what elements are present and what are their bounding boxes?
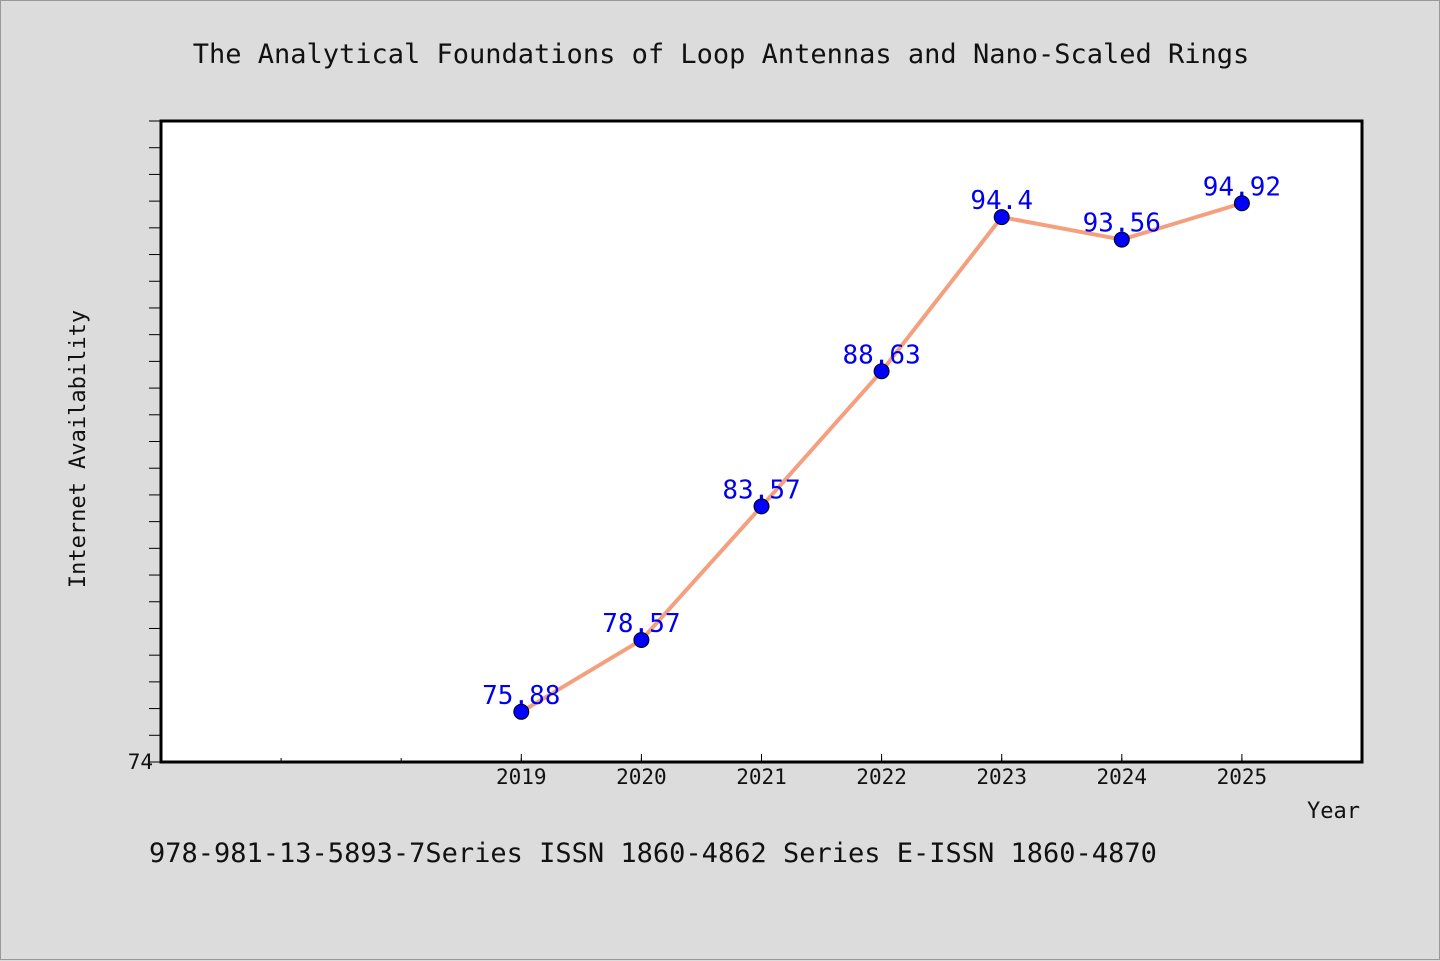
y-tick-label: 74: [128, 750, 153, 774]
data-label: 94.4: [970, 186, 1033, 216]
data-label: 88.63: [842, 340, 920, 370]
x-tick-label: 2019: [496, 765, 547, 789]
chart-title: The Analytical Foundations of Loop Anten…: [193, 39, 1250, 70]
data-label: 75.88: [482, 681, 560, 711]
x-tick-label: 2025: [1217, 765, 1268, 789]
data-label: 94.92: [1203, 172, 1281, 202]
data-point-marker: [633, 631, 650, 648]
data-point-marker: [753, 498, 770, 515]
data-point-marker: [1113, 231, 1130, 248]
x-tick-label: 2023: [976, 765, 1027, 789]
y-axis-label: Internet Availability: [66, 310, 91, 588]
plot-area: [159, 119, 1364, 764]
data-point-marker: [1233, 195, 1250, 212]
x-tick-label: 2024: [1097, 765, 1148, 789]
x-tick-label: 2020: [616, 765, 667, 789]
series-line-group: 75.88 78.57 83.57 88.63 94.4 93.56 94.92: [482, 172, 1281, 720]
data-label: 83.57: [722, 475, 800, 505]
x-tick-label: 2022: [856, 765, 907, 789]
y-axis-ticks: 74: [128, 120, 161, 774]
data-point-marker: [513, 703, 530, 720]
x-tick-label: 2021: [736, 765, 787, 789]
x-axis-ticks: 2019 2020 2021 2022 2023 2024 2025: [160, 754, 1363, 789]
data-label: 93.56: [1083, 209, 1161, 239]
data-label: 78.57: [602, 609, 680, 639]
data-point-marker: [873, 363, 890, 380]
footer-isbn-text: 978-981-13-5893-7Series ISSN 1860-4862 S…: [149, 838, 1157, 869]
x-axis-label: Year: [1307, 799, 1360, 824]
data-point-marker: [993, 209, 1010, 226]
